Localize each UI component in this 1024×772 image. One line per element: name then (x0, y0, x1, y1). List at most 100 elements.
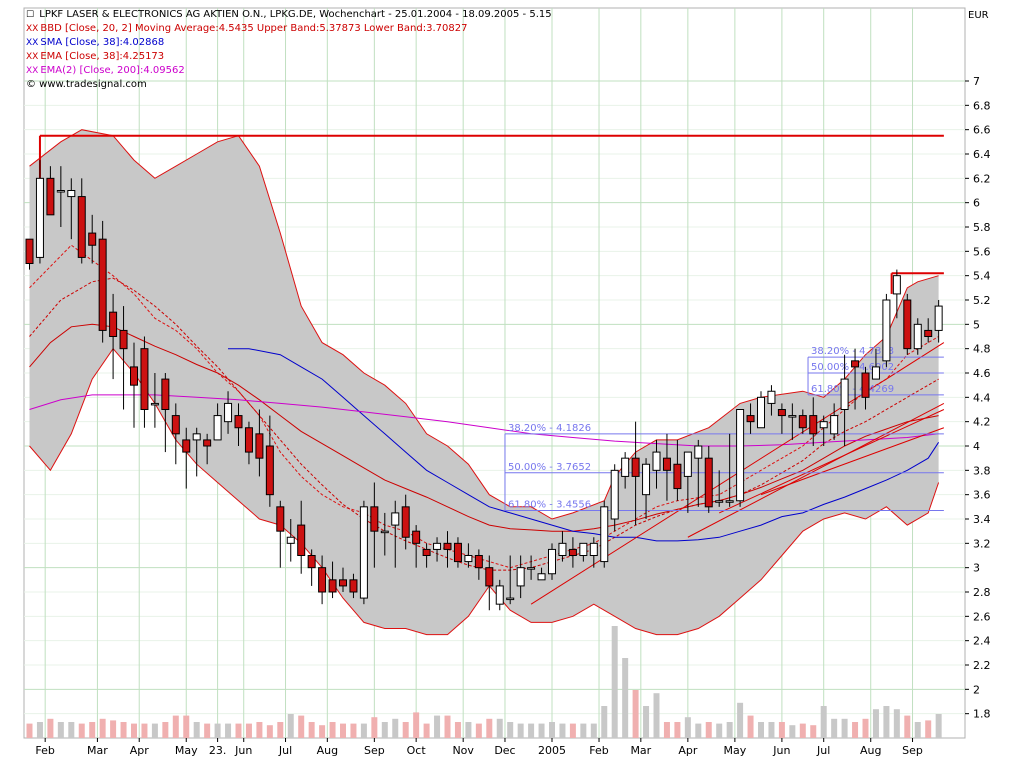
candle-body (652, 451, 661, 471)
legend: ☐ LPKF LASER & ELECTRONICS AG AKTIEN O.N… (26, 8, 552, 92)
candle-body (297, 524, 306, 556)
volume-bar (580, 723, 587, 738)
candle-body (819, 421, 828, 429)
candle-body (339, 579, 347, 587)
legend-text: BBD [Close, 20, 2] Moving Average:4.5435… (40, 23, 468, 34)
volume-bar (507, 722, 514, 738)
y-tick-label: 6.4 (973, 148, 991, 161)
sma-38-line (228, 348, 940, 542)
volume-bar (183, 715, 190, 738)
x-tick-label: Oct (407, 744, 427, 757)
volume-bar (768, 722, 775, 738)
y-tick-label: 2.8 (973, 586, 991, 599)
candle-body (903, 299, 912, 350)
volume-bar (695, 723, 702, 738)
candle-body (286, 536, 295, 544)
volume-bar (434, 715, 441, 738)
volume-bar (172, 715, 179, 738)
candle-body (35, 177, 44, 258)
volume-bar (549, 722, 555, 738)
candle-body (495, 585, 504, 605)
x-tick-label: Mar (630, 744, 651, 757)
volume-bar (256, 722, 263, 738)
volume-bar (214, 723, 221, 738)
y-tick-label: 6 (973, 197, 980, 210)
y-tick-label: 2.2 (973, 659, 991, 672)
volume-bar (632, 690, 639, 738)
candle-body (621, 457, 630, 477)
volume-bar (381, 722, 388, 738)
volume-bar (904, 715, 911, 738)
x-tick-label: Mar (87, 744, 108, 757)
fibonacci-levels: 38.20% - 4.1826 50.00% - 3.7652 61.80% - 3… (504, 346, 944, 511)
candle-body (746, 415, 755, 423)
volume-bar (925, 720, 932, 738)
volume-bar (852, 722, 859, 738)
candle-body (359, 506, 368, 599)
volume-bar (277, 722, 284, 738)
volume-bar (360, 723, 367, 738)
volume-bar (475, 723, 482, 738)
volume-bar (99, 718, 106, 738)
candle-body (788, 415, 797, 418)
y-tick-label: 6.2 (973, 172, 991, 185)
candle-body (422, 548, 431, 557)
candle-body (88, 232, 97, 246)
candle-body (861, 372, 870, 398)
volume-bar (538, 723, 545, 738)
candle-body (234, 415, 243, 429)
candle-body (892, 275, 901, 295)
y-tick-label: 3 (973, 562, 980, 575)
volume-bar (893, 709, 900, 738)
volume-bar (329, 722, 336, 738)
candle-body (224, 402, 233, 423)
candle-body (401, 506, 410, 538)
candle-body (25, 238, 34, 265)
candle-body (579, 542, 588, 556)
candle-body (704, 457, 713, 508)
y-tick-label: 5 (973, 318, 980, 331)
candle-body (934, 305, 943, 331)
y-tick-label: 4.6 (973, 367, 991, 380)
volume-bar (716, 723, 723, 738)
x-tick-label: Jul (278, 744, 292, 757)
candle-body (391, 512, 400, 526)
candle-body (537, 573, 546, 581)
x-tick-label: 23. (209, 744, 227, 757)
candle-body (150, 402, 159, 406)
volume-bar (225, 723, 232, 738)
volume-bar (350, 723, 357, 738)
candle-body (871, 366, 880, 380)
legend-entry-sma: XX SMA [Close, 38]:4.02868 (26, 36, 552, 50)
y-tick-label: 1.8 (973, 708, 991, 721)
y-tick-label: 2.6 (973, 610, 991, 623)
candle-body (433, 542, 442, 550)
candle-body (119, 329, 128, 350)
y-tick-label: 5.4 (973, 270, 991, 283)
volume-bar (883, 706, 890, 738)
y-tick-label: 7 (973, 75, 980, 88)
volume-bar (684, 717, 691, 738)
candle-body (548, 548, 556, 575)
y-tick-label: 3.2 (973, 537, 991, 550)
volume-bar (36, 722, 43, 738)
bollinger-fill (29, 129, 939, 635)
y-tick-label: 5.8 (973, 221, 991, 234)
trend-line (760, 427, 945, 496)
candle-body (56, 190, 65, 193)
volume-bar (486, 718, 493, 738)
x-tick-label: Aug (317, 744, 338, 757)
volume-bar (872, 709, 879, 738)
candle-body (694, 445, 703, 459)
fib-label: 50.00% - 3.7652 (508, 462, 591, 473)
volume-bar (758, 722, 764, 738)
volume-bar (162, 722, 169, 738)
candle-body (67, 190, 76, 198)
candle-body (380, 530, 389, 534)
candle-body (527, 567, 536, 570)
candle-body (516, 567, 525, 587)
volume-bar (454, 722, 461, 738)
legend-entry-ema200: XX EMA(2) [Close, 200]:4.09562 (26, 64, 552, 78)
volume-bar (298, 715, 305, 738)
candle-body (924, 329, 933, 337)
